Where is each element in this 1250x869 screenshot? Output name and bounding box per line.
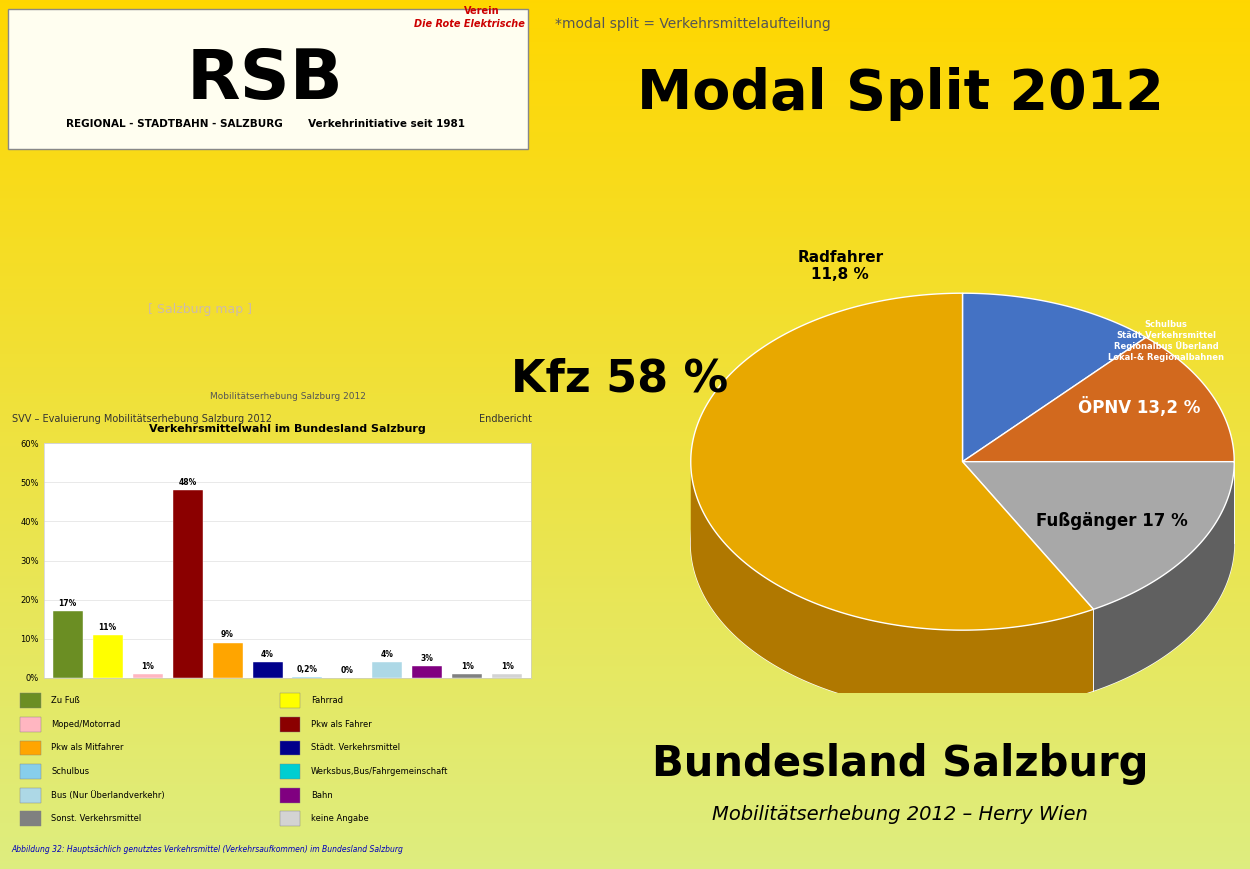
- Bar: [452, 674, 482, 678]
- Text: Fußgänger 17 %: Fußgänger 17 %: [1036, 513, 1188, 530]
- Bar: [173, 490, 203, 678]
- Bar: [492, 674, 522, 678]
- Text: keine Angabe: keine Angabe: [311, 814, 369, 823]
- Polygon shape: [962, 461, 1234, 609]
- Polygon shape: [691, 293, 1094, 630]
- FancyBboxPatch shape: [20, 787, 41, 803]
- Text: Werksbus,Bus/Fahrgemeinschaft: Werksbus,Bus/Fahrgemeinschaft: [311, 767, 448, 776]
- Text: Pkw als Fahrer: Pkw als Fahrer: [311, 720, 371, 729]
- Bar: [132, 674, 162, 678]
- Text: Endbericht: Endbericht: [479, 415, 532, 424]
- Text: Bus (Nur Überlandverkehr): Bus (Nur Überlandverkehr): [51, 791, 165, 799]
- Text: 1%: 1%: [141, 662, 154, 671]
- FancyBboxPatch shape: [280, 812, 300, 826]
- Text: Radfahrer
11,8 %: Radfahrer 11,8 %: [798, 249, 884, 282]
- Text: Bahn: Bahn: [311, 791, 332, 799]
- Text: Die Rote Elektrische: Die Rote Elektrische: [414, 19, 525, 29]
- FancyBboxPatch shape: [280, 717, 300, 732]
- Text: ÖPNV 13,2 %: ÖPNV 13,2 %: [1078, 397, 1200, 417]
- FancyBboxPatch shape: [20, 717, 41, 732]
- Text: *modal split = Verkehrsmittelaufteilung: *modal split = Verkehrsmittelaufteilung: [555, 17, 831, 31]
- FancyBboxPatch shape: [20, 693, 41, 708]
- Text: Verein: Verein: [465, 6, 500, 16]
- Bar: [372, 662, 402, 678]
- Text: 17%: 17%: [59, 600, 76, 608]
- Title: Verkehrsmittelwahl im Bundesland Salzburg: Verkehrsmittelwahl im Bundesland Salzbur…: [149, 424, 426, 434]
- Text: Abbildung 32: Hauptsächlich genutztes Verkehrsmittel (Verkehrsaufkommen) im Bund: Abbildung 32: Hauptsächlich genutztes Ve…: [11, 845, 404, 854]
- Text: 0%: 0%: [341, 666, 354, 674]
- Text: 11%: 11%: [99, 623, 116, 632]
- Text: SVV – Evaluierung Mobilitätserhebung Salzburg 2012: SVV – Evaluierung Mobilitätserhebung Sal…: [11, 415, 271, 424]
- Text: Moped/Motorrad: Moped/Motorrad: [51, 720, 121, 729]
- Text: Fahrrad: Fahrrad: [311, 696, 342, 706]
- Text: 0,2%: 0,2%: [298, 665, 318, 674]
- Text: Sonst. Verkehrsmittel: Sonst. Verkehrsmittel: [51, 814, 141, 823]
- Text: 3%: 3%: [421, 654, 434, 663]
- Bar: [213, 643, 243, 678]
- FancyBboxPatch shape: [280, 764, 300, 779]
- Text: 1%: 1%: [501, 662, 514, 671]
- Text: Pkw als Mitfahrer: Pkw als Mitfahrer: [51, 744, 124, 753]
- Text: RSB: RSB: [186, 45, 344, 112]
- Bar: [412, 666, 442, 678]
- Ellipse shape: [691, 375, 1234, 712]
- Bar: [253, 662, 282, 678]
- Text: Kfz 58 %: Kfz 58 %: [511, 357, 729, 401]
- Text: 1%: 1%: [461, 662, 474, 671]
- Polygon shape: [962, 337, 1234, 461]
- Text: Schulbus: Schulbus: [51, 767, 90, 776]
- Polygon shape: [691, 461, 1094, 712]
- Text: Bundesland Salzburg: Bundesland Salzburg: [651, 743, 1149, 785]
- Text: 4%: 4%: [381, 650, 394, 659]
- Bar: [92, 634, 123, 678]
- Text: Zu Fuß: Zu Fuß: [51, 696, 80, 706]
- Text: Mobilitätserhebung 2012 – Herry Wien: Mobilitätserhebung 2012 – Herry Wien: [712, 805, 1088, 824]
- Bar: [52, 612, 82, 678]
- Text: Städt. Verkehrsmittel: Städt. Verkehrsmittel: [311, 744, 400, 753]
- FancyBboxPatch shape: [280, 693, 300, 708]
- FancyBboxPatch shape: [280, 787, 300, 803]
- Text: 4%: 4%: [261, 650, 274, 659]
- Text: [ Salzburg map ]: [ Salzburg map ]: [148, 302, 253, 315]
- Text: Mobilitätserhebung Salzburg 2012: Mobilitätserhebung Salzburg 2012: [210, 392, 365, 401]
- Polygon shape: [1094, 461, 1234, 691]
- FancyBboxPatch shape: [20, 740, 41, 755]
- Text: REGIONAL - STADTBAHN - SALZBURG       Verkehrinitiative seit 1981: REGIONAL - STADTBAHN - SALZBURG Verkehri…: [65, 119, 465, 129]
- FancyBboxPatch shape: [8, 9, 528, 149]
- FancyBboxPatch shape: [20, 764, 41, 779]
- Text: 9%: 9%: [221, 631, 234, 640]
- Polygon shape: [962, 293, 1146, 461]
- Text: Schulbus
Städt.Verkehrsmittel
Regionalbus Überland
Lokal-& Regionalbahnen: Schulbus Städt.Verkehrsmittel Regionalbu…: [1109, 321, 1224, 362]
- Text: Modal Split 2012: Modal Split 2012: [636, 67, 1164, 121]
- Text: 48%: 48%: [179, 478, 196, 487]
- FancyBboxPatch shape: [280, 740, 300, 755]
- FancyBboxPatch shape: [20, 812, 41, 826]
